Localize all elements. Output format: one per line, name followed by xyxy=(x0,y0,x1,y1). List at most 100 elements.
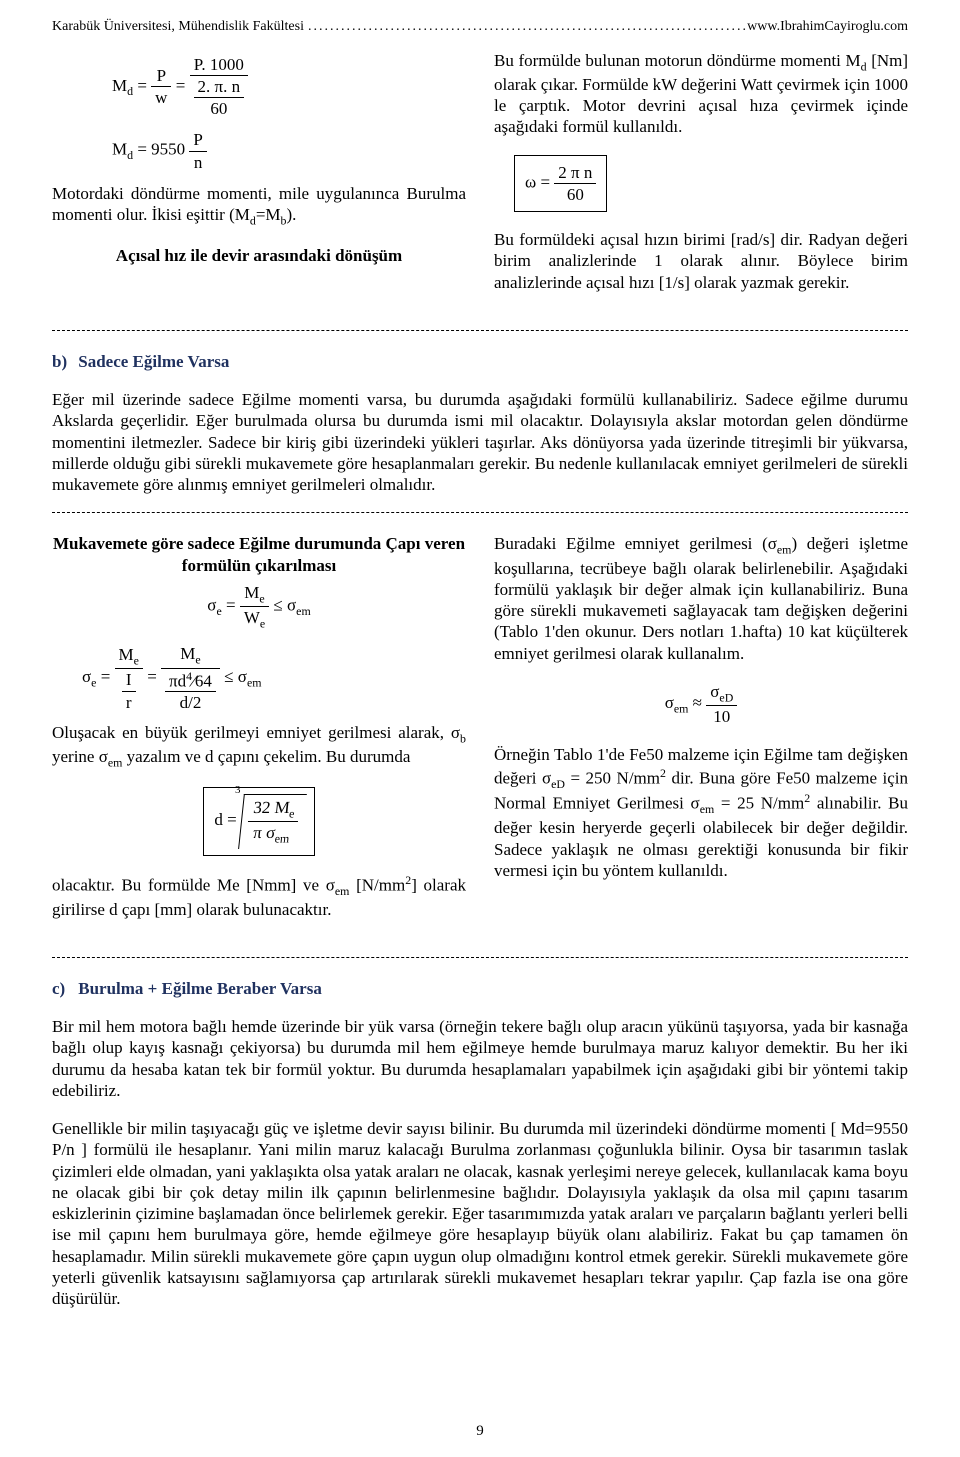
den: 60 xyxy=(194,98,245,119)
sub: em xyxy=(247,676,262,690)
den: πd4⁄64 d/2 xyxy=(161,669,220,714)
sub: em xyxy=(296,604,311,618)
den: We xyxy=(240,607,269,631)
top-right-p2: Bu formüldeki açısal hızın birimi [rad/s… xyxy=(494,229,908,293)
text: Oluşacak en büyük gerilmeyi emniyet geri… xyxy=(52,723,460,742)
num: πd4⁄64 xyxy=(165,669,216,693)
top-left-p1: Motordaki döndürme momenti, mile uygulan… xyxy=(52,183,466,229)
mid-left-p2: olacaktır. Bu formülde Me [Nmm] ve σem [… xyxy=(52,873,466,920)
t: πd xyxy=(169,671,186,690)
frac: πd4⁄64 d/2 xyxy=(165,669,216,714)
sub: em xyxy=(674,701,689,715)
approx: ≈ xyxy=(688,693,706,712)
text: = 25 N/mm xyxy=(714,794,804,813)
mid-right-p2: Örneğin Tablo 1'de Fe50 malzeme için Eği… xyxy=(494,744,908,881)
divider xyxy=(52,957,908,958)
top-right-col: Bu formülde bulunan motorun döndürme mom… xyxy=(494,50,908,310)
frac: I r xyxy=(122,669,136,713)
divider xyxy=(52,512,908,513)
root: 3 32 Me π σem xyxy=(241,794,304,849)
formula-md1: Md = P w = P. 1000 2. π. n 60 xyxy=(112,54,466,120)
t: π σ xyxy=(252,824,276,843)
top-left-col: Md = P w = P. 1000 2. π. n 60 xyxy=(52,50,466,310)
box: d = 3 32 Me π σem xyxy=(203,787,314,856)
text: ). xyxy=(286,205,296,224)
formula-d: d = 3 32 Me π σem xyxy=(52,787,466,856)
den: 10 xyxy=(706,706,737,727)
sym: M xyxy=(112,75,127,94)
sub: e xyxy=(259,591,264,605)
den: π σem xyxy=(245,823,297,847)
sym: σ xyxy=(82,667,91,686)
num: P. 1000 xyxy=(190,54,249,76)
section-b-p: Eğer mil üzerinde sadece Eğilme momenti … xyxy=(52,389,908,495)
text: = 250 N/mm xyxy=(565,768,660,787)
text: Buradaki Eğilme emniyet gerilmesi (σ xyxy=(494,534,777,553)
num: Me xyxy=(161,643,220,668)
root-body: 32 Me π σem xyxy=(238,794,306,849)
t: M xyxy=(244,583,259,602)
num: 32 Me xyxy=(248,797,300,822)
den: n xyxy=(189,152,206,173)
formula-omega: ω = 2 π n 60 xyxy=(494,155,908,213)
t: 32 M xyxy=(252,798,290,817)
sub: eD xyxy=(719,690,733,704)
num: I xyxy=(122,669,136,691)
mid-left-title: Mukavemete göre sadece Eğilme durumunda … xyxy=(52,533,466,576)
sub: em xyxy=(777,543,792,557)
sub: e xyxy=(260,616,265,630)
title-text: Sadece Eğilme Varsa xyxy=(78,352,229,371)
mid-right-col: Buradaki Eğilme emniyet gerilmesi (σem) … xyxy=(494,533,908,937)
mid-columns: Mukavemete göre sadece Eğilme durumunda … xyxy=(52,533,908,937)
text: [N/mm xyxy=(349,875,405,894)
sub: e xyxy=(195,653,200,667)
header-left: Karabük Üniversitesi, Mühendislik Fakült… xyxy=(52,18,304,36)
den: r xyxy=(122,692,136,713)
title-text: Burulma + Eğilme Beraber Varsa xyxy=(78,979,322,998)
eq: = xyxy=(133,75,151,94)
t: M xyxy=(119,645,134,664)
t: M xyxy=(180,644,195,663)
sub: em xyxy=(700,803,715,817)
num: 2 π n xyxy=(554,162,596,184)
mid-left-col: Mukavemete göre sadece Eğilme durumunda … xyxy=(52,533,466,937)
top-left-sub-bold: Açısal hız ile devir arasındaki dönüşüm xyxy=(52,245,466,266)
sym: M xyxy=(112,140,127,159)
sub: e xyxy=(134,654,139,668)
mid-right-p1: Buradaki Eğilme emniyet gerilmesi (σem) … xyxy=(494,533,908,664)
num: Me xyxy=(240,582,269,607)
den: d/2 xyxy=(165,692,216,713)
formula-md2: Md = 9550 P n xyxy=(112,129,466,173)
num: Me xyxy=(115,644,143,669)
text: ) değeri işletme koşullarına, tecrübeye … xyxy=(494,534,908,662)
sub: d xyxy=(861,59,867,73)
sub: eD xyxy=(551,777,565,791)
top-columns: Md = P w = P. 1000 2. π. n 60 xyxy=(52,50,908,310)
t: W xyxy=(244,608,260,627)
eq: = xyxy=(96,667,114,686)
frac: 2 π n 60 xyxy=(554,162,596,206)
leq: ≤ σ xyxy=(273,595,296,614)
eq: = xyxy=(147,667,161,686)
text: =M xyxy=(256,205,281,224)
den: 2. π. n 60 xyxy=(190,76,249,120)
frac: σeD 10 xyxy=(706,681,737,728)
den: 60 xyxy=(554,184,596,205)
mid-left-p1: Oluşacak en büyük gerilmeyi emniyet geri… xyxy=(52,722,466,771)
formula-sigma-em: σem ≈ σeD 10 xyxy=(494,681,908,728)
sub: b xyxy=(460,731,466,745)
letter: b) xyxy=(52,351,74,372)
text: yazalım ve d çapını çekelim. Bu durumda xyxy=(122,747,410,766)
text: olacaktır. Bu formülde Me [Nmm] ve σ xyxy=(52,875,335,894)
eq: = xyxy=(222,595,240,614)
num: σeD xyxy=(706,681,737,706)
root-index: 3 xyxy=(235,784,241,798)
sub: e xyxy=(288,807,295,821)
lhs: d = xyxy=(214,810,241,829)
text: yerine σ xyxy=(52,747,108,766)
formula-sigma1: σe = Me We ≤ σem xyxy=(52,582,466,632)
page-number: 9 xyxy=(0,1422,960,1441)
lhs: ω = xyxy=(525,172,554,191)
header-dots: ........................................… xyxy=(304,18,747,36)
top-right-p1: Bu formülde bulunan motorun döndürme mom… xyxy=(494,50,908,138)
